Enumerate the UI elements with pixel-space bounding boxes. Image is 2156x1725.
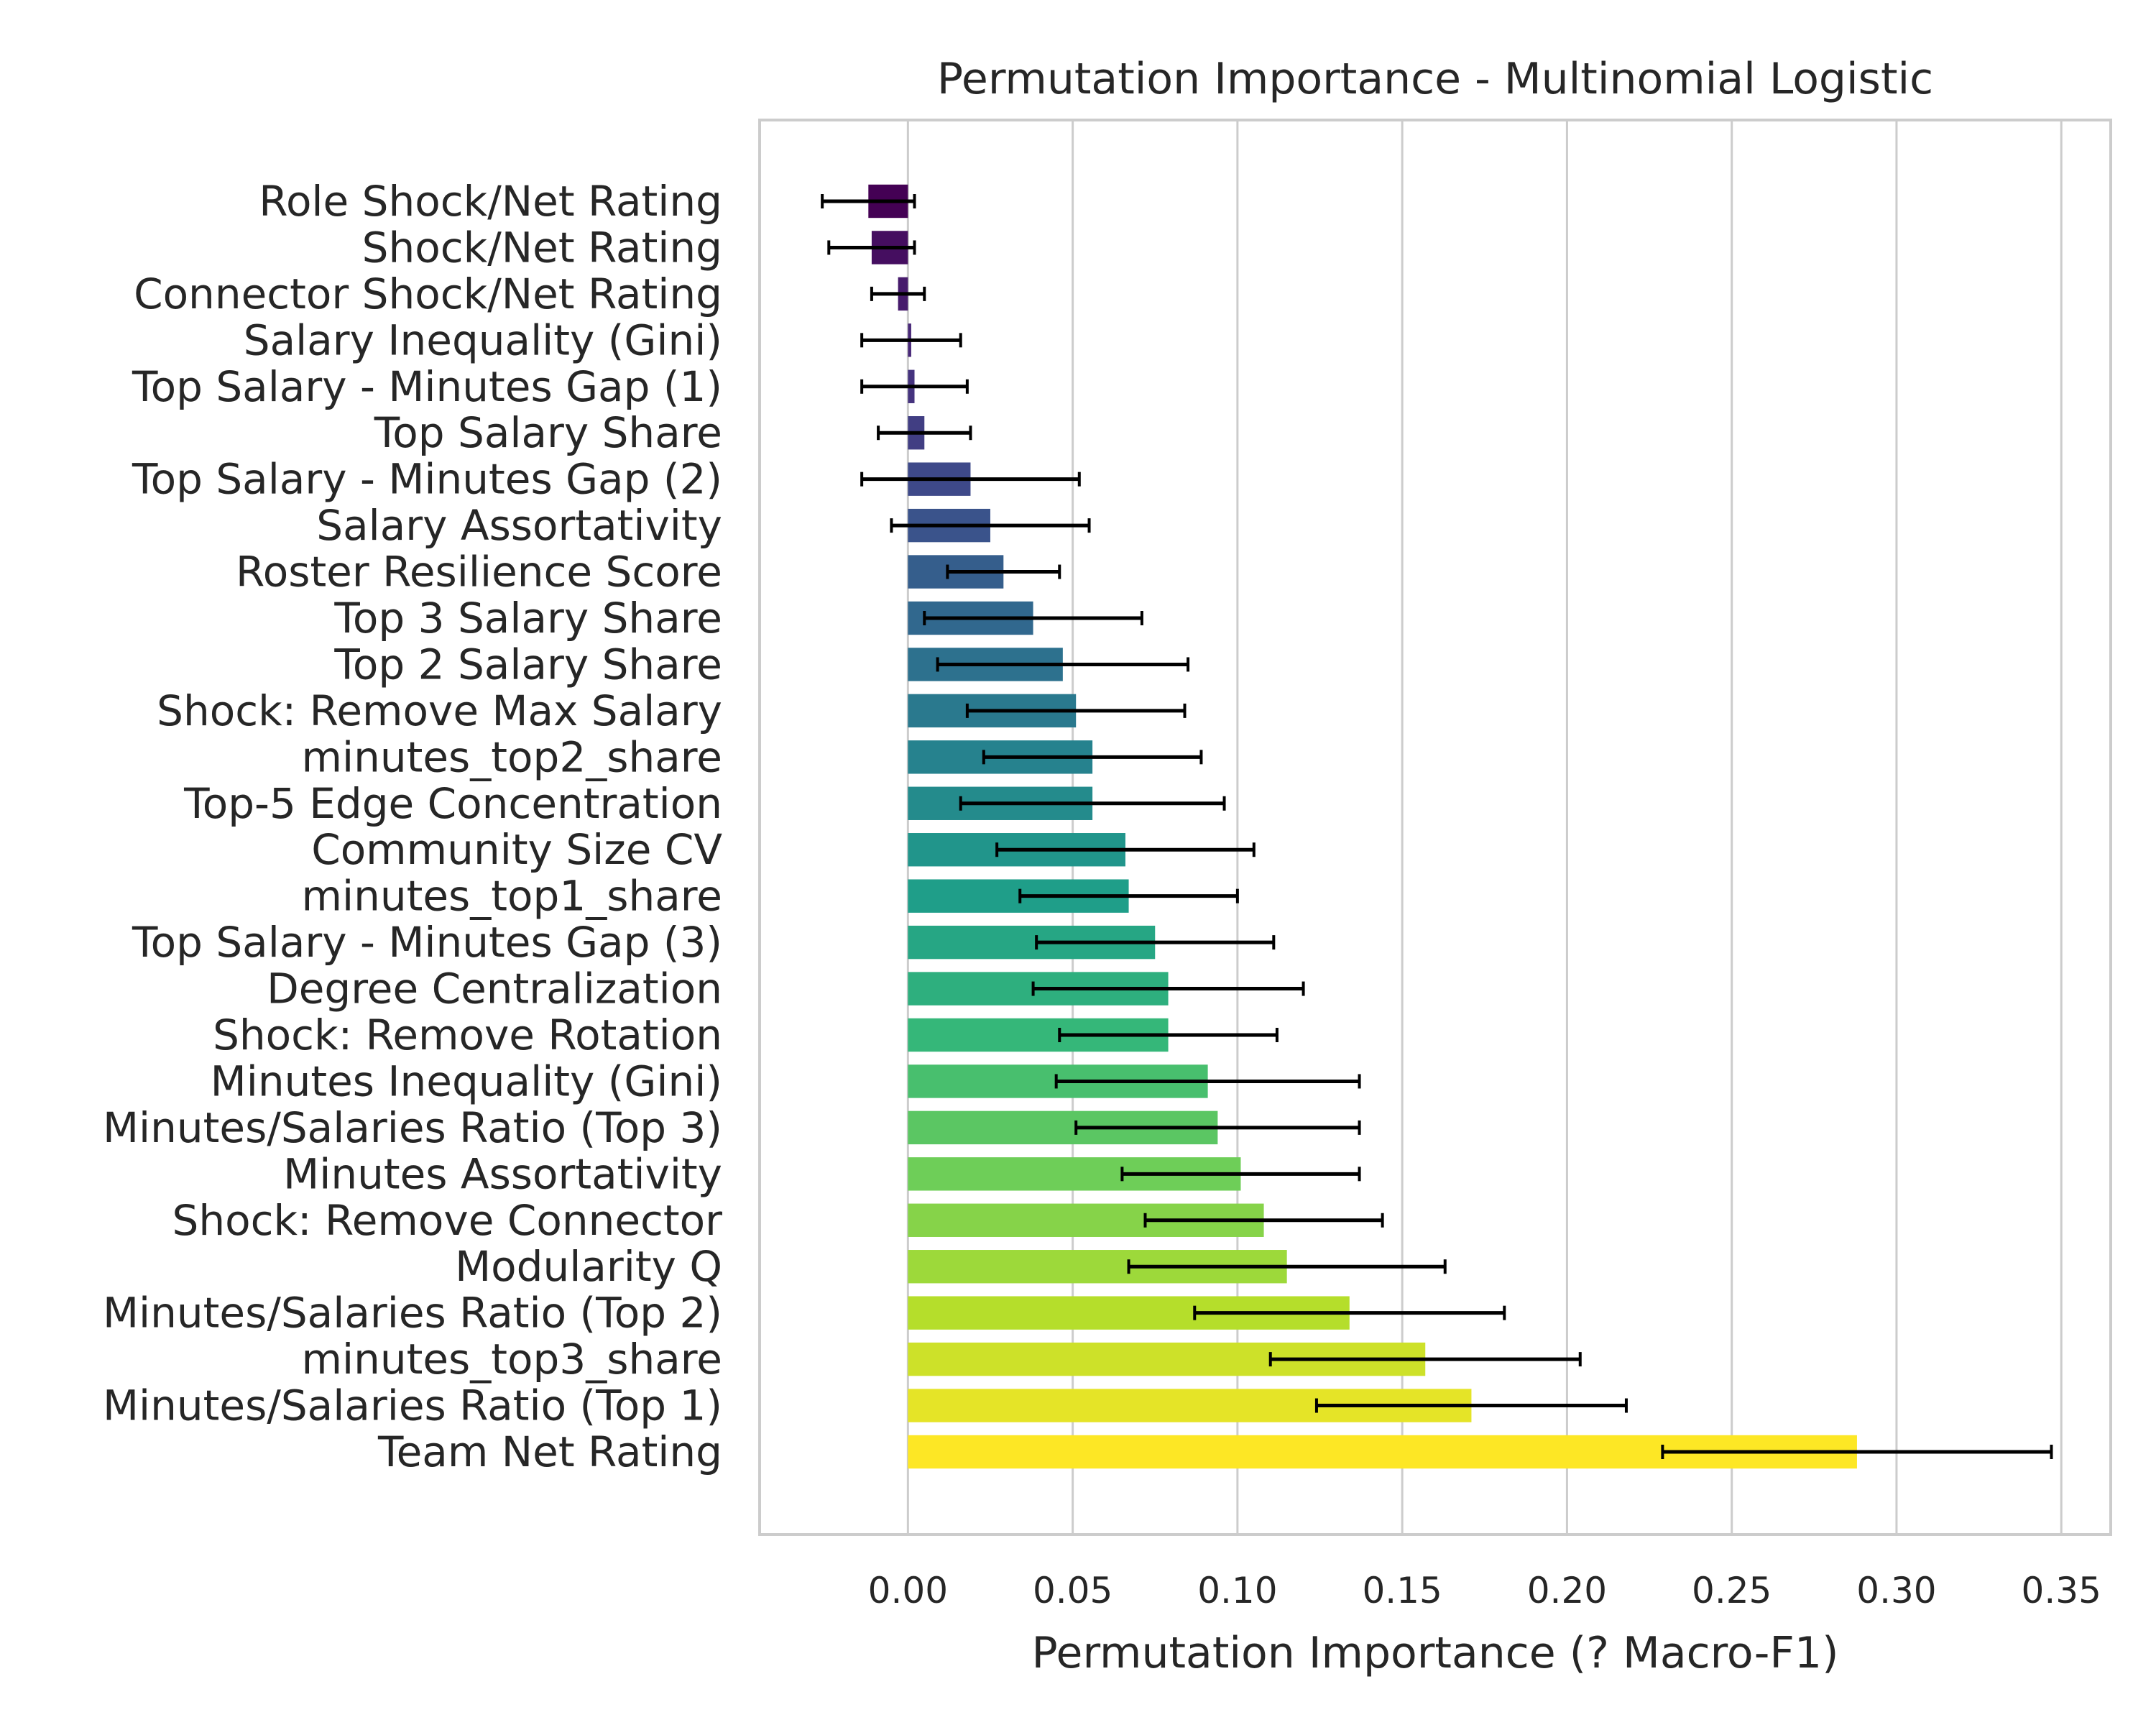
error-bar — [965, 703, 1187, 718]
error-bar — [877, 426, 972, 441]
error-bar — [1314, 1398, 1628, 1413]
x-tick-label: 0.05 — [1033, 1570, 1112, 1611]
error-bar — [1143, 1213, 1384, 1228]
error-bar — [1661, 1445, 2053, 1459]
error-bar — [1035, 935, 1276, 950]
y-tick-label: Connector Shock/Net Rating — [134, 270, 722, 318]
error-bar — [1031, 981, 1305, 996]
y-tick-label: minutes_top1_share — [302, 872, 723, 921]
error-bar — [946, 564, 1061, 579]
y-tick-label: Top Salary - Minutes Gap (1) — [132, 362, 722, 411]
y-tick-label: Shock: Remove Rotation — [213, 1011, 722, 1059]
y-tick-label: Minutes Assortativity — [283, 1149, 722, 1198]
x-axis-label: Permutation Importance (? Macro-F1) — [1031, 1628, 1838, 1678]
y-tick-label: Roster Resilience Score — [236, 548, 722, 597]
y-tick-label: Shock/Net Rating — [362, 223, 722, 272]
x-tick-label: 0.20 — [1527, 1570, 1607, 1611]
x-tick-labels: 0.00 0.05 0.10 0.15 0.20 0.25 0.30 0.35 — [868, 1570, 2101, 1611]
y-tick-label: Shock: Remove Connector — [172, 1196, 723, 1245]
x-tick-label: 0.15 — [1362, 1570, 1442, 1611]
error-bar — [1058, 1028, 1279, 1042]
y-tick-label: Community Size CV — [311, 825, 722, 874]
error-bars-layer — [821, 194, 2053, 1459]
error-bar — [860, 333, 962, 348]
error-bar — [982, 750, 1203, 765]
error-bar — [923, 611, 1143, 625]
error-bar — [936, 657, 1190, 672]
y-tick-label: minutes_top3_share — [302, 1335, 723, 1384]
y-tick-label: Team Net Rating — [377, 1427, 722, 1476]
y-tick-label: Top 2 Salary Share — [333, 640, 722, 689]
error-bar — [860, 379, 969, 394]
error-bar — [821, 194, 916, 208]
y-tick-label: Top Salary Share — [374, 408, 722, 457]
error-bar — [860, 472, 1081, 487]
y-tick-label: Top Salary - Minutes Gap (2) — [132, 455, 722, 504]
y-tick-label: Modularity Q — [455, 1242, 722, 1291]
error-bar — [1268, 1352, 1582, 1367]
error-bar — [890, 518, 1091, 533]
y-tick-label: Top Salary - Minutes Gap (3) — [132, 918, 722, 967]
error-bar — [1074, 1120, 1361, 1135]
error-bar — [827, 240, 916, 255]
y-tick-label: minutes_top2_share — [302, 732, 723, 781]
error-bar — [1120, 1167, 1361, 1182]
chart-title: Permutation Importance - Multinomial Log… — [937, 54, 1933, 104]
error-bar — [1127, 1259, 1447, 1274]
error-bar — [870, 286, 926, 301]
error-bar — [959, 796, 1226, 811]
y-tick-label: Minutes/Salaries Ratio (Top 3) — [103, 1103, 722, 1152]
error-bar — [1193, 1305, 1506, 1320]
y-tick-label: Degree Centralization — [267, 965, 722, 1013]
y-tick-label: Salary Assortativity — [316, 501, 722, 550]
error-bar — [1018, 888, 1239, 903]
plot-frame — [758, 119, 2112, 1536]
x-tick-label: 0.35 — [2022, 1570, 2101, 1611]
y-tick-label: Minutes Inequality (Gini) — [211, 1057, 722, 1105]
y-tick-label: Top 3 Salary Share — [333, 594, 722, 643]
y-tick-label: Salary Inequality (Gini) — [244, 316, 722, 364]
x-tick-label: 0.10 — [1197, 1570, 1277, 1611]
y-tick-label: Top-5 Edge Concentration — [183, 779, 722, 828]
y-tick-label: Shock: Remove Max Salary — [157, 686, 722, 735]
error-bar — [1054, 1074, 1361, 1089]
x-tick-label: 0.25 — [1692, 1570, 1772, 1611]
x-tick-label: 0.00 — [868, 1570, 948, 1611]
y-tick-label: Minutes/Salaries Ratio (Top 1) — [103, 1381, 722, 1430]
error-bar — [995, 842, 1256, 857]
y-tick-label: Minutes/Salaries Ratio (Top 2) — [103, 1289, 722, 1338]
y-tick-label: Role Shock/Net Rating — [259, 177, 722, 226]
x-tick-label: 0.30 — [1856, 1570, 1936, 1611]
